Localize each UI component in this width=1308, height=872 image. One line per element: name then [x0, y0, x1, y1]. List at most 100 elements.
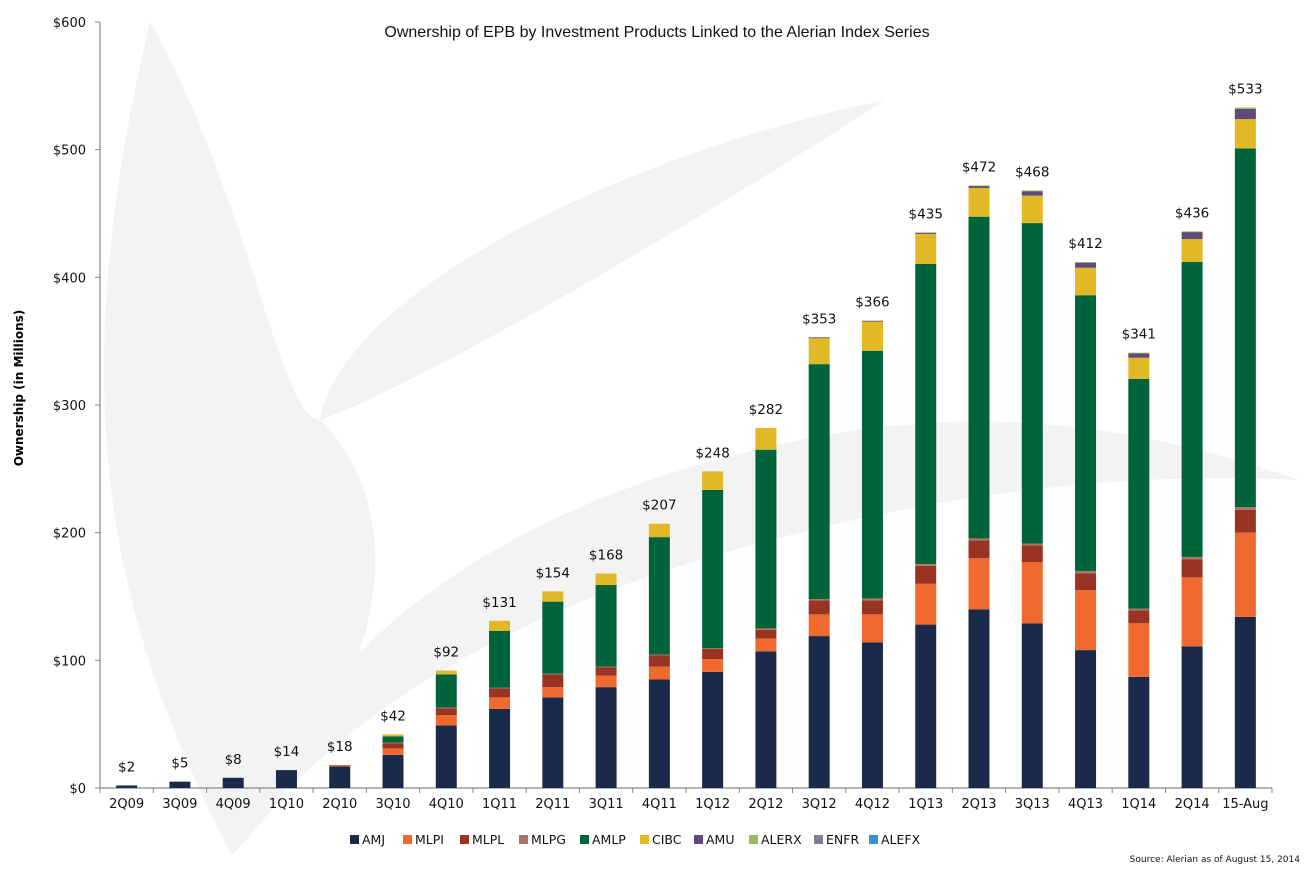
bar-segment-mlpl — [595, 667, 617, 676]
bar-segment-mlpg — [968, 538, 990, 541]
bar-segment-amlp — [435, 674, 457, 708]
y-axis: $0 $100 $200 $300 $400 $500 $600 — [53, 16, 101, 797]
bar-segment-mlpi — [542, 687, 564, 698]
bar-segment-mlpl — [648, 655, 670, 667]
bar-segment-amj — [435, 725, 457, 788]
bar-segment-mlpl — [1075, 573, 1097, 591]
bar-segment-alerx — [1021, 190, 1043, 192]
total-data-label: $353 — [802, 311, 836, 327]
bar-segment-amlp — [968, 216, 990, 539]
bar-segment-mlpg — [808, 599, 830, 601]
bar-segment-mlpl — [702, 648, 724, 660]
bar-segment-amj — [595, 687, 617, 788]
bar-segment-amj — [1181, 646, 1203, 788]
bar-segment-amlp — [1234, 148, 1256, 508]
bar-segment-amu — [915, 232, 937, 234]
bar-segment-mlpi — [1234, 532, 1256, 617]
bar-segment-mlpl — [1021, 545, 1043, 563]
x-tick-label: 4Q12 — [855, 797, 890, 812]
bar-segment-amj — [116, 785, 138, 788]
bar-segment-cibc — [382, 734, 404, 737]
bar-segment-cibc — [542, 591, 564, 602]
bar-segment-amj — [222, 777, 244, 788]
bar-segment-cibc — [648, 523, 670, 538]
bar-segment-mlpg — [1075, 570, 1097, 574]
bar-segment-mlpi — [1128, 623, 1150, 677]
bar-segment-amu — [968, 186, 990, 188]
bar-segment-cibc — [1181, 239, 1203, 263]
bar-segment-amj — [489, 708, 511, 788]
bar-segment-amu — [1075, 262, 1097, 268]
bar-segment-mlpl — [1128, 610, 1150, 624]
y-tick-label: $0 — [69, 782, 86, 797]
x-tick-label: 2Q11 — [535, 797, 570, 812]
bar-segment-amu — [1181, 232, 1203, 240]
bar-segment-cibc — [915, 233, 937, 264]
bar-segment-mlpl — [542, 674, 564, 688]
bar-segment-mlpg — [1128, 608, 1150, 611]
legend-swatch-mlpi — [403, 835, 412, 844]
bar-segment-mlpi — [755, 638, 777, 652]
bar-segment-amj — [329, 766, 351, 788]
x-tick-label: 1Q14 — [1121, 797, 1156, 812]
bar-segment-amu — [1021, 191, 1043, 196]
bar-segment-amj — [702, 671, 724, 788]
bar-segment-amj — [1075, 650, 1097, 788]
bar-segment-mlpi — [382, 748, 404, 755]
bar-segment-amlp — [702, 489, 724, 649]
bar-segment-mlpi — [1181, 577, 1203, 647]
bar-segment-cibc — [755, 427, 777, 450]
legend-swatch-amlp — [580, 835, 589, 844]
legend-label-alerx: ALERX — [761, 832, 802, 847]
bar-segment-mlpi — [435, 715, 457, 726]
legend-swatch-mlpg — [519, 835, 528, 844]
x-tick-label: 4Q13 — [1068, 797, 1103, 812]
total-data-label: $8 — [225, 752, 242, 768]
bar-segment-amj — [1234, 616, 1256, 788]
y-tick-label: $400 — [53, 271, 86, 286]
bar-segment-cibc — [489, 620, 511, 631]
total-data-label: $2 — [118, 759, 135, 775]
bar-segment-mlpl — [915, 565, 937, 584]
bar-segment-mlpg — [702, 648, 724, 650]
x-tick-label: 1Q11 — [482, 797, 517, 812]
x-tick-label: 3Q10 — [375, 797, 410, 812]
bar-segment-amlp — [542, 601, 564, 674]
x-tick-label: 2Q13 — [961, 797, 996, 812]
legend-swatch-cibc — [640, 835, 649, 844]
total-data-label: $366 — [855, 295, 889, 311]
y-tick-label: $200 — [53, 527, 86, 542]
bar-segment-amlp — [808, 364, 830, 600]
total-data-label: $42 — [380, 708, 406, 724]
legend-label-mlpl: MLPL — [472, 832, 504, 847]
bar-segment-amlp — [648, 537, 670, 655]
total-data-label: $207 — [642, 498, 676, 514]
total-data-label: $18 — [327, 739, 353, 755]
bar-segment-mlpi — [489, 697, 511, 709]
bar-segment-mlpg — [1021, 543, 1043, 546]
total-data-label: $282 — [749, 402, 783, 418]
bar-segment-alerx — [1181, 231, 1203, 233]
total-data-label: $131 — [482, 595, 516, 611]
bar-segment-mlpi — [595, 675, 617, 688]
bar-segment-mlpl — [435, 708, 457, 716]
x-tick-label: 2Q09 — [109, 797, 144, 812]
legend-label-mlpi: MLPI — [415, 832, 444, 847]
bars — [116, 107, 1256, 788]
bar-segment-mlpi — [968, 558, 990, 610]
bar-segment-mlpl — [808, 600, 830, 615]
legend-label-enfr: ENFR — [826, 832, 859, 847]
bar-segment-amj — [648, 679, 670, 788]
bar-segment-mlpi — [861, 614, 883, 643]
source-note: Source: Alerian as of August 15, 2014 — [1130, 855, 1301, 865]
bar-segment-amlp — [489, 630, 511, 688]
x-tick-label: 3Q13 — [1015, 797, 1050, 812]
bar-segment-amlp — [382, 736, 404, 743]
bar-segment-amu — [1234, 108, 1256, 120]
bar-segment-amlp — [1181, 262, 1203, 557]
x-tick-label: 2Q14 — [1175, 797, 1210, 812]
x-axis: 2Q09 3Q09 4Q09 1Q10 2Q10 3Q10 4Q10 1Q11 2Q11 3Q11… — [99, 787, 1273, 812]
bar-segment-mlpg — [1234, 507, 1256, 510]
legend-label-amu: AMU — [706, 832, 735, 847]
bar-segment-amj — [755, 651, 777, 788]
